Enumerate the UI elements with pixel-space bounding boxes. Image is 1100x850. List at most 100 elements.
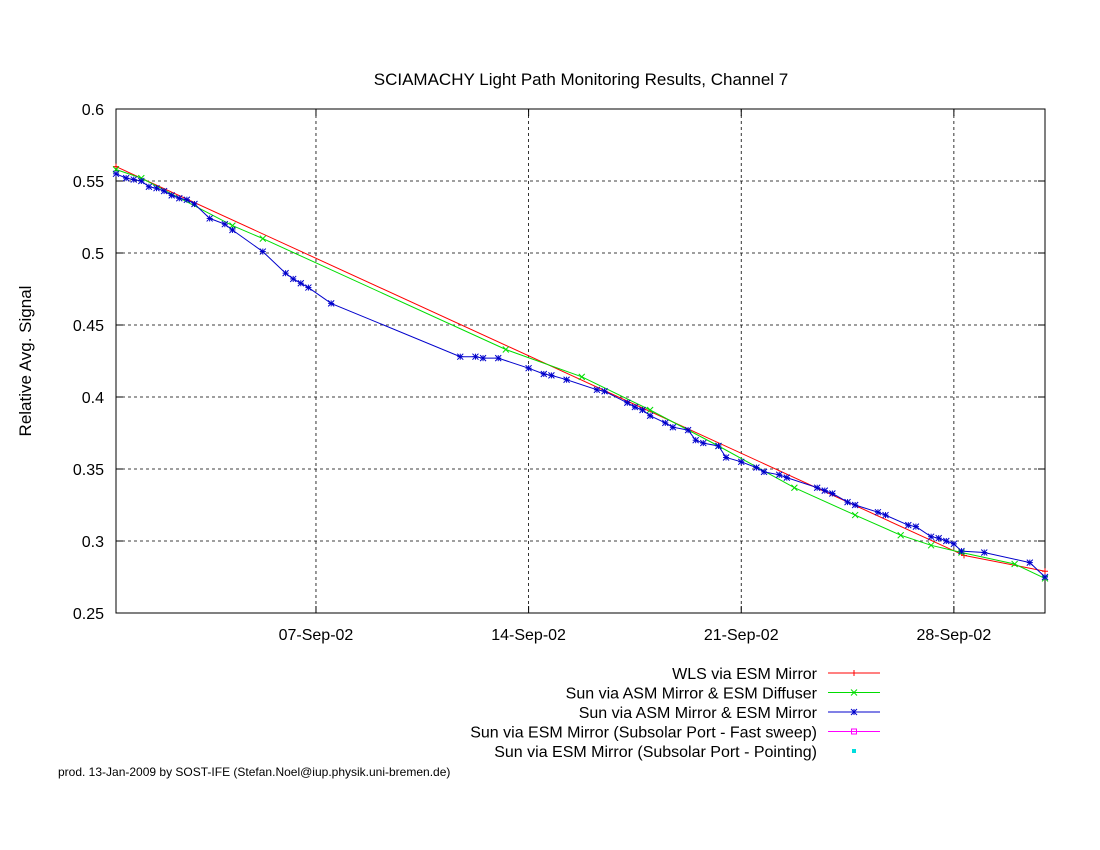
series-3-point — [122, 174, 130, 182]
series-3-point — [548, 372, 555, 379]
series-3-point — [753, 464, 760, 471]
series-1-line — [115, 166, 1046, 572]
series-3-point — [737, 458, 745, 466]
series-3-point — [646, 412, 654, 420]
series-3-point — [183, 196, 191, 204]
series-3-point — [1026, 559, 1034, 566]
plot-frame — [115, 108, 1046, 614]
legend-item: Sun via ESM Mirror (Subsolar Port - Fast… — [470, 725, 880, 742]
series-3-point — [927, 533, 935, 541]
series-3-point — [479, 354, 487, 362]
footer-credit: prod. 13-Jan-2009 by SOST-IFE (Stefan.No… — [58, 765, 450, 779]
series-3-point — [456, 353, 464, 361]
series-3-point — [851, 501, 859, 509]
legend-marker — [851, 728, 857, 735]
series-3-point — [289, 275, 297, 283]
series-3-point — [175, 194, 183, 202]
series-3-point — [112, 170, 120, 178]
y-tick-label: 0.3 — [82, 534, 104, 551]
series-3-point — [980, 549, 988, 556]
series-3-point — [137, 177, 145, 185]
series-3-point — [882, 511, 889, 519]
series-2-point — [502, 346, 510, 353]
series-3-point — [327, 300, 335, 307]
series-3-point — [145, 183, 153, 191]
series-3-point — [221, 220, 229, 228]
series-3-point — [191, 200, 198, 208]
series-layer — [112, 163, 1049, 582]
series-1 — [113, 163, 1048, 575]
legend: WLS via ESM Mirror Sun via ASM Mirror & E… — [470, 666, 880, 761]
series-3-point — [684, 426, 692, 434]
legend-item: Sun via ESM Mirror (Subsolar Port - Poin… — [494, 744, 856, 761]
legend-label: Sun via ASM Mirror & ESM Mirror — [579, 705, 818, 722]
series-3-point — [775, 471, 783, 479]
series-3-point — [1041, 573, 1049, 581]
legend-label: Sun via ESM Mirror (Subsolar Port - Fast… — [470, 725, 817, 742]
series-3-point — [472, 353, 479, 361]
series-3-point — [259, 248, 267, 255]
y-tick-label: 0.35 — [73, 462, 104, 479]
series-3-point — [631, 403, 639, 411]
series-3-point — [912, 523, 920, 530]
legend-label: Sun via ESM Mirror (Subsolar Port - Poin… — [494, 744, 817, 761]
series-3-point — [669, 423, 677, 431]
legend-marker — [851, 670, 857, 676]
series-2-point — [259, 235, 267, 242]
series-3-point — [229, 226, 236, 234]
series-3-point — [958, 547, 965, 555]
series-3-point — [130, 176, 138, 183]
series-3-point — [722, 454, 730, 461]
series-3-point — [168, 192, 176, 199]
series-3-point — [494, 354, 502, 362]
series-3-point — [160, 187, 168, 195]
series-3-point — [305, 284, 312, 291]
series-3-point — [715, 442, 722, 450]
y-axis-label: Relative Avg. Signal — [16, 286, 35, 437]
series-3-point — [661, 419, 669, 427]
axis-ticks: 0.25 0.3 0.35 0.4 0.45 0.5 0.55 0.6 07-Sep-02 14-… — [73, 102, 1045, 644]
series-3-point — [540, 370, 548, 378]
series-3-point — [601, 387, 608, 395]
series-3-point — [904, 521, 912, 529]
series-3-point — [623, 399, 631, 407]
series-3-point — [935, 534, 943, 542]
legend-label: Sun via ASM Mirror & ESM Diffuser — [566, 686, 818, 703]
grid-lines — [116, 109, 1045, 613]
series-3-point — [153, 184, 160, 192]
series-3-point — [813, 484, 821, 492]
series-3-point — [760, 468, 768, 476]
y-tick-label: 0.55 — [73, 174, 104, 191]
series-3-point — [874, 508, 882, 516]
series-2-point — [1011, 560, 1018, 568]
series-3-point — [844, 498, 851, 506]
series-2-point — [646, 406, 654, 414]
series-3-point — [783, 474, 791, 481]
y-tick-label: 0.5 — [82, 246, 104, 263]
series-3-point — [829, 490, 836, 497]
series-2 — [112, 166, 1049, 582]
y-tick-label: 0.6 — [82, 102, 104, 119]
series-3-point — [282, 269, 289, 277]
series-3-point — [942, 537, 950, 545]
x-tick-label: 28-Sep-02 — [917, 627, 992, 644]
legend-marker — [852, 749, 856, 753]
legend-item: Sun via ASM Mirror & ESM Mirror — [579, 705, 880, 722]
legend-marker — [850, 708, 858, 716]
series-2-point — [578, 373, 586, 381]
series-3-point — [206, 215, 214, 222]
series-3-point — [692, 436, 700, 444]
chart-title: SCIAMACHY Light Path Monitoring Results,… — [374, 70, 789, 89]
series-3-point — [950, 540, 958, 548]
y-tick-label: 0.25 — [73, 606, 104, 623]
legend-label: WLS via ESM Mirror — [672, 666, 818, 683]
series-2-point — [927, 541, 935, 549]
x-tick-label: 21-Sep-02 — [704, 627, 779, 644]
series-3-point — [563, 376, 570, 384]
x-tick-label: 14-Sep-02 — [491, 627, 566, 644]
y-tick-label: 0.4 — [82, 390, 104, 407]
series-3-point — [297, 279, 305, 287]
x-tick-label: 07-Sep-02 — [279, 627, 354, 644]
series-2-point — [897, 531, 905, 539]
